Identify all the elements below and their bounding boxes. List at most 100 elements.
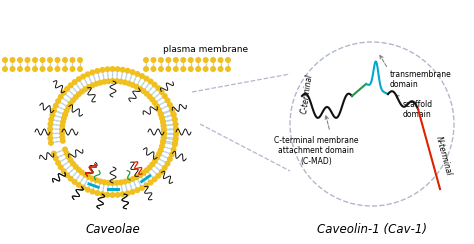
Circle shape <box>58 164 64 170</box>
Circle shape <box>134 71 140 77</box>
Circle shape <box>137 86 143 92</box>
Circle shape <box>62 146 68 152</box>
Circle shape <box>173 57 179 63</box>
Circle shape <box>65 154 72 160</box>
Circle shape <box>47 57 53 63</box>
Circle shape <box>173 126 179 132</box>
Circle shape <box>161 127 167 133</box>
Circle shape <box>70 97 76 103</box>
Circle shape <box>173 121 179 127</box>
Circle shape <box>62 112 68 118</box>
Text: C-terminal: C-terminal <box>300 73 314 114</box>
Circle shape <box>144 91 150 97</box>
Circle shape <box>134 174 139 180</box>
Circle shape <box>93 81 100 87</box>
Circle shape <box>39 57 46 63</box>
Circle shape <box>2 66 8 72</box>
Circle shape <box>59 134 65 140</box>
Circle shape <box>158 147 164 153</box>
Circle shape <box>140 88 146 94</box>
Circle shape <box>51 151 57 157</box>
Circle shape <box>159 115 165 121</box>
Circle shape <box>150 57 156 63</box>
Circle shape <box>143 57 149 63</box>
Circle shape <box>173 126 179 132</box>
Circle shape <box>172 116 178 122</box>
Circle shape <box>76 182 82 188</box>
Circle shape <box>90 82 96 88</box>
Circle shape <box>130 82 136 88</box>
Circle shape <box>106 180 111 186</box>
Circle shape <box>47 135 53 141</box>
Text: C-terminal membrane
attachment domain
(C-MAD): C-terminal membrane attachment domain (C… <box>274 136 358 166</box>
Circle shape <box>158 111 164 117</box>
Circle shape <box>79 169 85 175</box>
Circle shape <box>160 119 166 125</box>
Circle shape <box>61 90 67 96</box>
Circle shape <box>77 66 83 72</box>
Circle shape <box>126 177 132 183</box>
Circle shape <box>70 57 75 63</box>
Circle shape <box>90 70 95 75</box>
Circle shape <box>70 66 75 72</box>
Circle shape <box>77 57 83 63</box>
Circle shape <box>55 57 61 63</box>
Circle shape <box>225 57 231 63</box>
Circle shape <box>150 66 156 72</box>
Circle shape <box>86 84 92 90</box>
Circle shape <box>64 86 70 92</box>
Text: transmembrane
domain: transmembrane domain <box>390 70 452 89</box>
Circle shape <box>60 119 66 125</box>
Circle shape <box>68 82 73 88</box>
Circle shape <box>161 135 167 141</box>
Circle shape <box>126 81 132 87</box>
Circle shape <box>101 79 108 85</box>
Circle shape <box>218 57 224 63</box>
Circle shape <box>59 126 65 132</box>
Circle shape <box>61 115 67 121</box>
Circle shape <box>188 57 194 63</box>
Circle shape <box>94 68 100 74</box>
Circle shape <box>139 73 145 79</box>
Circle shape <box>159 89 164 95</box>
Circle shape <box>106 78 111 84</box>
Circle shape <box>55 98 61 104</box>
Circle shape <box>152 176 157 182</box>
Circle shape <box>80 184 86 191</box>
Circle shape <box>39 66 46 72</box>
Circle shape <box>172 140 178 146</box>
Circle shape <box>25 57 30 63</box>
Circle shape <box>161 123 167 129</box>
Circle shape <box>48 117 54 122</box>
Circle shape <box>149 97 155 103</box>
Circle shape <box>180 57 186 63</box>
Circle shape <box>68 101 73 107</box>
Circle shape <box>162 93 168 99</box>
Circle shape <box>218 66 224 72</box>
Circle shape <box>152 100 158 106</box>
Circle shape <box>76 167 82 173</box>
Circle shape <box>76 76 82 82</box>
Circle shape <box>55 66 61 72</box>
Circle shape <box>146 164 153 171</box>
Circle shape <box>119 67 126 73</box>
Circle shape <box>129 189 136 195</box>
Circle shape <box>64 108 70 114</box>
Circle shape <box>160 119 166 125</box>
Circle shape <box>100 191 105 197</box>
Circle shape <box>149 161 155 167</box>
Circle shape <box>290 42 454 206</box>
Circle shape <box>172 117 178 122</box>
Circle shape <box>159 143 165 149</box>
Circle shape <box>76 91 82 97</box>
Circle shape <box>140 170 146 176</box>
Circle shape <box>72 179 78 185</box>
Circle shape <box>125 190 131 196</box>
Circle shape <box>97 80 103 86</box>
Circle shape <box>169 152 175 157</box>
Circle shape <box>85 187 91 193</box>
Circle shape <box>2 57 8 63</box>
Text: Caveolae: Caveolae <box>86 223 140 236</box>
Circle shape <box>51 107 57 113</box>
Circle shape <box>32 66 38 72</box>
